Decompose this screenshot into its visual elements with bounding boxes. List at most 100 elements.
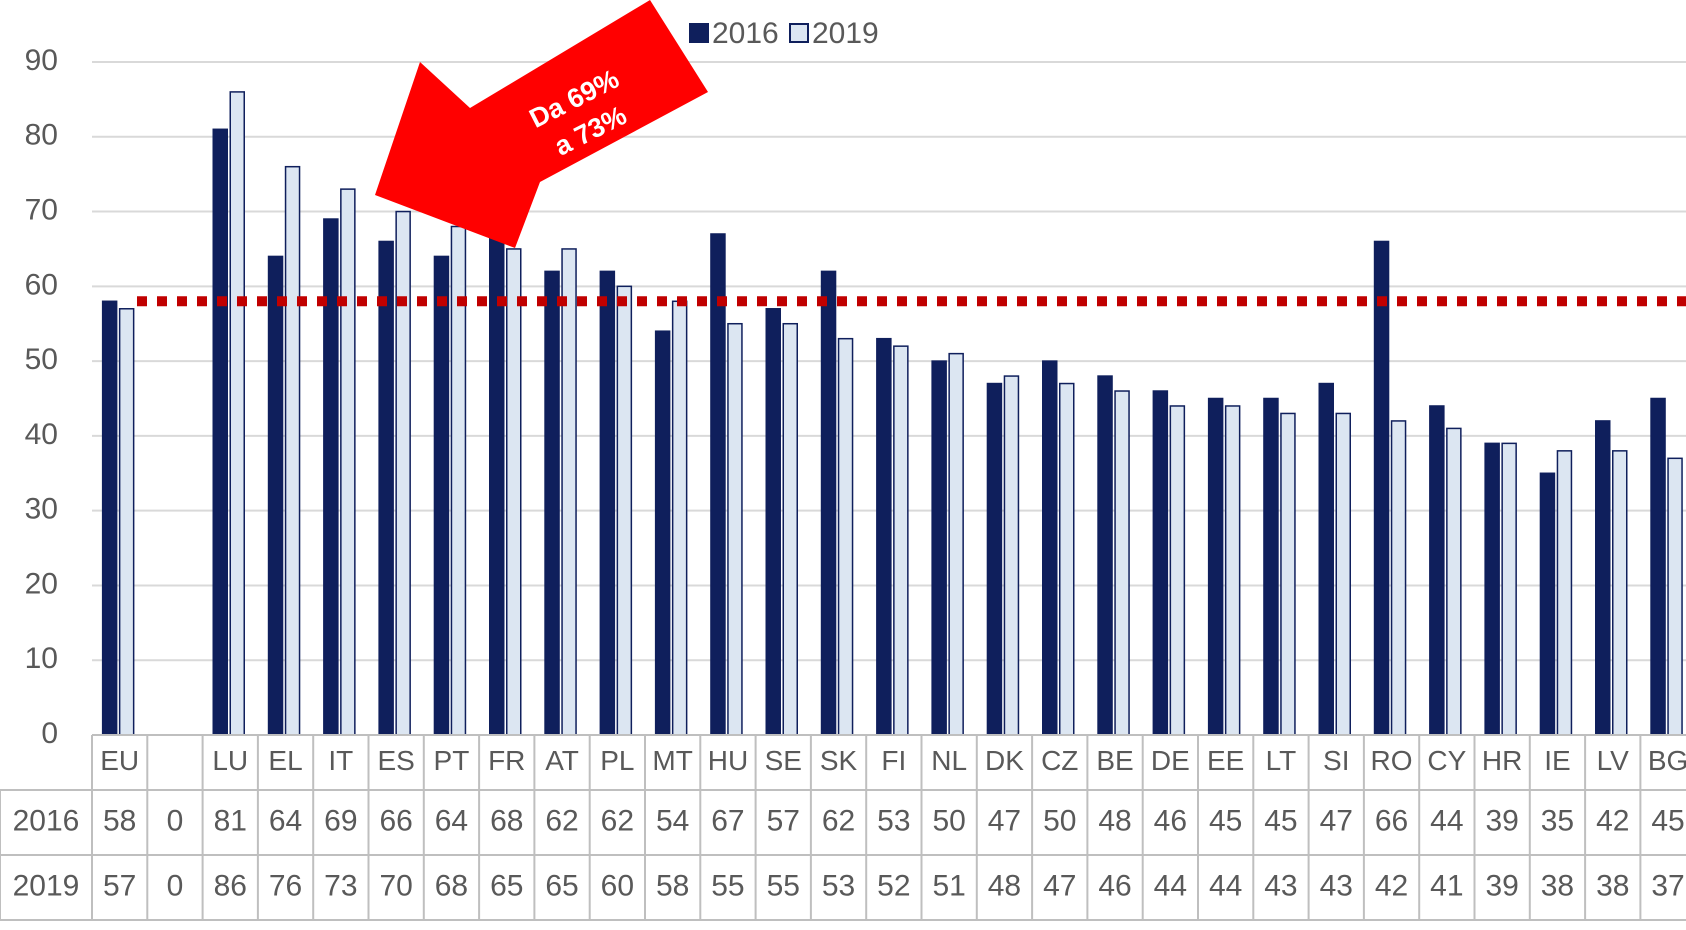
bar <box>1446 427 1462 736</box>
table-cell: 38 <box>1596 869 1629 902</box>
bar <box>1003 375 1020 736</box>
table-cell: 35 <box>1541 804 1574 837</box>
table-row-label: 2016 <box>13 804 80 837</box>
table-cell: 52 <box>877 869 910 902</box>
bar <box>837 337 854 736</box>
table-cell: 62 <box>545 804 578 837</box>
table-cell: 67 <box>711 804 744 837</box>
bar <box>1373 240 1390 736</box>
bar <box>1263 397 1279 736</box>
y-tick-label: 70 <box>25 193 58 226</box>
table-cell: 44 <box>1430 804 1463 837</box>
x-tick-label: SI <box>1323 745 1349 776</box>
table-cell: 48 <box>1098 804 1131 837</box>
x-tick-label: IE <box>1544 745 1570 776</box>
table-cell: 50 <box>932 804 965 837</box>
table-cell: 66 <box>1375 804 1408 837</box>
bar <box>986 382 1003 736</box>
x-tick-label: BG <box>1648 745 1686 776</box>
table-cell: 47 <box>988 804 1021 837</box>
table-cell: 39 <box>1485 869 1518 902</box>
bar <box>561 248 577 736</box>
x-tick-label: LT <box>1266 745 1297 776</box>
table-cell: 66 <box>379 804 412 837</box>
y-tick-label: 30 <box>25 493 58 526</box>
bar <box>599 270 616 736</box>
table-cell: 73 <box>324 869 357 902</box>
table-cell: 43 <box>1320 869 1353 902</box>
x-tick-label: CY <box>1427 745 1466 776</box>
table-cell: 53 <box>822 869 855 902</box>
table-cell: 50 <box>1043 804 1076 837</box>
bar <box>893 345 909 736</box>
legend-label: 2019 <box>812 17 879 50</box>
bar <box>1318 382 1334 736</box>
table-cell: 0 <box>167 804 184 837</box>
x-tick-label: FI <box>881 745 906 776</box>
bar <box>1224 405 1241 736</box>
legend-swatch <box>789 23 809 43</box>
x-tick-label: RO <box>1371 745 1413 776</box>
bar <box>118 308 135 736</box>
y-tick-label: 20 <box>25 567 58 600</box>
bar <box>229 91 245 736</box>
table-cell: 41 <box>1430 869 1463 902</box>
x-tick-label: PL <box>600 745 634 776</box>
bar <box>1390 420 1407 736</box>
table-cell: 62 <box>822 804 855 837</box>
bar <box>1539 472 1556 736</box>
bar <box>765 308 781 736</box>
x-tick-label: IT <box>328 745 353 776</box>
x-tick-label: BE <box>1096 745 1133 776</box>
bar <box>1501 442 1517 736</box>
table-cell: 65 <box>490 869 523 902</box>
bar <box>267 255 284 736</box>
table-cell: 68 <box>490 804 523 837</box>
bar <box>1667 457 1683 736</box>
table-cell: 45 <box>1209 804 1242 837</box>
x-tick-label: PT <box>434 745 470 776</box>
y-tick-label: 40 <box>25 418 58 451</box>
table-cell: 53 <box>877 804 910 837</box>
annotation-arrow <box>375 0 708 248</box>
x-tick-label: LV <box>1597 745 1629 776</box>
bar <box>433 255 450 736</box>
x-tick-label: EE <box>1207 745 1244 776</box>
x-tick-label: FR <box>488 745 525 776</box>
bar <box>1169 405 1186 736</box>
x-tick-label: DK <box>985 745 1024 776</box>
table-cell: 55 <box>711 869 744 902</box>
table-cell: 70 <box>379 869 412 902</box>
table-cell: 47 <box>1043 869 1076 902</box>
table-cell: 62 <box>601 804 634 837</box>
bar <box>671 300 688 736</box>
table-cell: 58 <box>103 804 136 837</box>
x-tick-label: NL <box>931 745 967 776</box>
table-cell: 64 <box>435 804 468 837</box>
x-tick-label: EU <box>100 745 139 776</box>
table-cell: 39 <box>1485 804 1518 837</box>
table-cell: 57 <box>767 804 800 837</box>
x-tick-label: HU <box>708 745 748 776</box>
x-tick-label: AT <box>545 745 579 776</box>
bar <box>101 300 118 736</box>
bar <box>1152 390 1169 736</box>
table-cell: 68 <box>435 869 468 902</box>
table-cell: 65 <box>545 869 578 902</box>
bar <box>727 322 743 736</box>
table-cell: 60 <box>601 869 634 902</box>
table-cell: 54 <box>656 804 689 837</box>
x-tick-label: MT <box>652 745 692 776</box>
x-tick-label: SE <box>765 745 802 776</box>
table-cell: 81 <box>214 804 247 837</box>
table-cell: 37 <box>1651 869 1684 902</box>
y-tick-label: 60 <box>25 268 58 301</box>
table-cell: 45 <box>1264 804 1297 837</box>
table-cell: 42 <box>1596 804 1629 837</box>
x-tick-label: EL <box>268 745 302 776</box>
bar <box>1484 442 1500 736</box>
table-cell: 45 <box>1651 804 1684 837</box>
bar <box>378 240 394 736</box>
y-tick-label: 0 <box>41 717 58 750</box>
table-cell: 46 <box>1098 869 1131 902</box>
